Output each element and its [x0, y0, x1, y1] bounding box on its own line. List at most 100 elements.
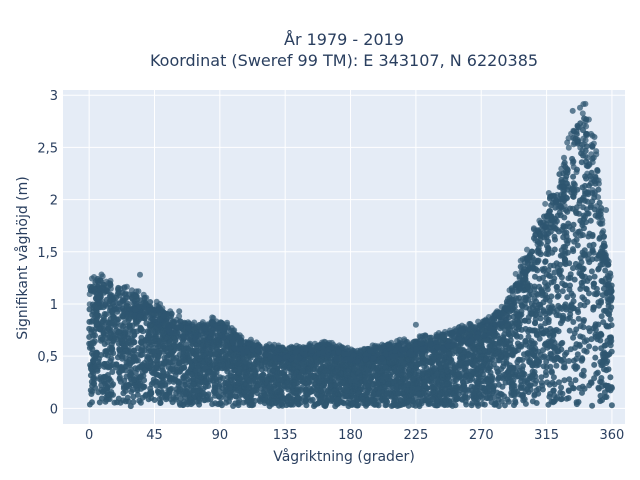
data-point: [105, 364, 112, 371]
data-point: [454, 371, 461, 377]
data-point: [529, 398, 536, 405]
data-point: [499, 383, 506, 390]
data-point: [87, 365, 94, 372]
data-point: [539, 266, 546, 273]
data-point: [176, 379, 183, 386]
data-point: [224, 368, 231, 375]
data-point: [588, 268, 595, 275]
data-point: [210, 388, 217, 395]
data-point: [235, 360, 242, 367]
data-point: [531, 286, 538, 293]
data-point: [524, 350, 531, 356]
data-point: [570, 319, 577, 325]
data-point: [362, 391, 369, 398]
data-point: [580, 372, 587, 379]
data-point: [115, 329, 122, 336]
data-point: [127, 341, 134, 348]
data-point: [605, 310, 612, 317]
data-point: [543, 358, 550, 365]
data-point: [105, 323, 111, 330]
data-point: [88, 391, 95, 397]
data-point: [94, 312, 101, 319]
data-point: [570, 180, 577, 187]
data-point: [532, 320, 539, 327]
data-point: [562, 168, 569, 175]
data-point: [202, 364, 209, 371]
data-point: [434, 370, 441, 377]
data-point: [295, 389, 302, 396]
data-point: [212, 350, 219, 357]
data-point: [361, 375, 368, 382]
data-point: [532, 380, 538, 387]
data-point: [560, 312, 567, 319]
data-point: [328, 359, 335, 365]
data-point: [168, 350, 175, 357]
data-point: [587, 217, 594, 224]
data-point: [90, 379, 97, 386]
data-point: [565, 358, 572, 364]
data-point: [152, 364, 159, 371]
data-point: [502, 350, 509, 357]
data-point: [351, 366, 358, 372]
data-point: [510, 366, 517, 373]
data-point: [92, 332, 98, 339]
data-point: [600, 319, 607, 326]
data-point: [593, 370, 600, 377]
data-point: [144, 356, 151, 363]
data-point: [569, 226, 576, 233]
data-point: [117, 399, 124, 406]
data-point: [422, 397, 429, 404]
data-point: [188, 396, 194, 403]
data-point: [134, 391, 141, 398]
data-point: [162, 345, 169, 352]
data-point: [491, 344, 498, 351]
data-point: [127, 403, 134, 410]
data-point: [607, 374, 614, 381]
data-point: [537, 323, 544, 330]
data-point: [558, 395, 565, 402]
data-point: [606, 351, 613, 358]
data-point: [484, 352, 491, 359]
data-point: [253, 387, 260, 394]
data-point: [555, 348, 562, 355]
data-point: [324, 368, 331, 375]
data-point: [370, 390, 377, 397]
data-point: [580, 265, 587, 272]
data-point: [200, 385, 207, 392]
data-point: [570, 193, 577, 200]
data-point: [588, 169, 595, 176]
data-point: [157, 360, 164, 367]
data-point: [581, 296, 588, 303]
data-point: [135, 351, 141, 358]
data-point: [163, 334, 170, 341]
data-point: [526, 344, 533, 351]
data-point: [146, 328, 153, 335]
data-point: [404, 386, 411, 393]
data-point: [538, 379, 545, 386]
data-point: [205, 369, 212, 375]
data-point: [595, 266, 602, 273]
data-point: [342, 371, 349, 378]
data-point: [175, 388, 182, 395]
data-point: [543, 328, 550, 335]
data-point: [501, 331, 508, 338]
data-point: [561, 377, 568, 384]
data-point: [107, 349, 114, 356]
data-point: [500, 360, 507, 367]
data-point: [110, 391, 116, 398]
data-point: [591, 273, 598, 280]
data-point: [565, 395, 572, 401]
data-point: [558, 340, 565, 347]
data-point: [134, 387, 141, 394]
data-point: [443, 362, 450, 369]
data-point: [100, 378, 107, 385]
data-point: [296, 374, 303, 381]
data-point: [453, 393, 460, 400]
data-point: [550, 308, 557, 315]
data-point: [182, 359, 189, 366]
data-point: [553, 326, 560, 333]
data-point: [375, 364, 382, 371]
data-point: [409, 375, 416, 382]
data-point: [237, 375, 244, 382]
